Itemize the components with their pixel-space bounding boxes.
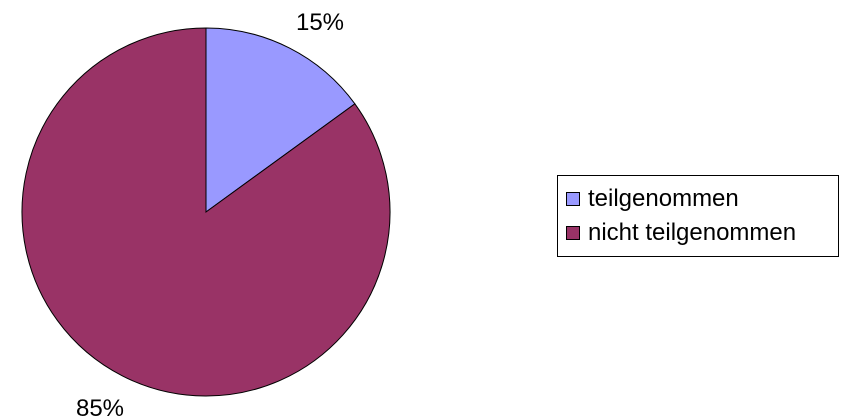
- legend-entry-teilgenommen: teilgenommen: [566, 184, 739, 214]
- data-label-nicht-teilgenommen: 85%: [76, 395, 124, 420]
- legend-swatch-teilgenommen: [566, 192, 580, 206]
- pie-slices: [21, 27, 391, 397]
- pie-slice-nicht-teilgenommen: [21, 27, 391, 397]
- legend-swatch-nicht-teilgenommen: [566, 226, 580, 240]
- data-label-teilgenommen: 15%: [296, 9, 344, 36]
- pie-slice-teilgenommen: [205, 27, 356, 213]
- legend-entry-nicht-teilgenommen: nicht teilgenommen: [566, 218, 796, 248]
- pie-data-labels: 15% 85%: [76, 9, 344, 420]
- legend-label-nicht-teilgenommen: nicht teilgenommen: [588, 219, 797, 246]
- chart-legend: teilgenommen nicht teilgenommen: [557, 175, 839, 257]
- legend-label-teilgenommen: teilgenommen: [588, 185, 739, 212]
